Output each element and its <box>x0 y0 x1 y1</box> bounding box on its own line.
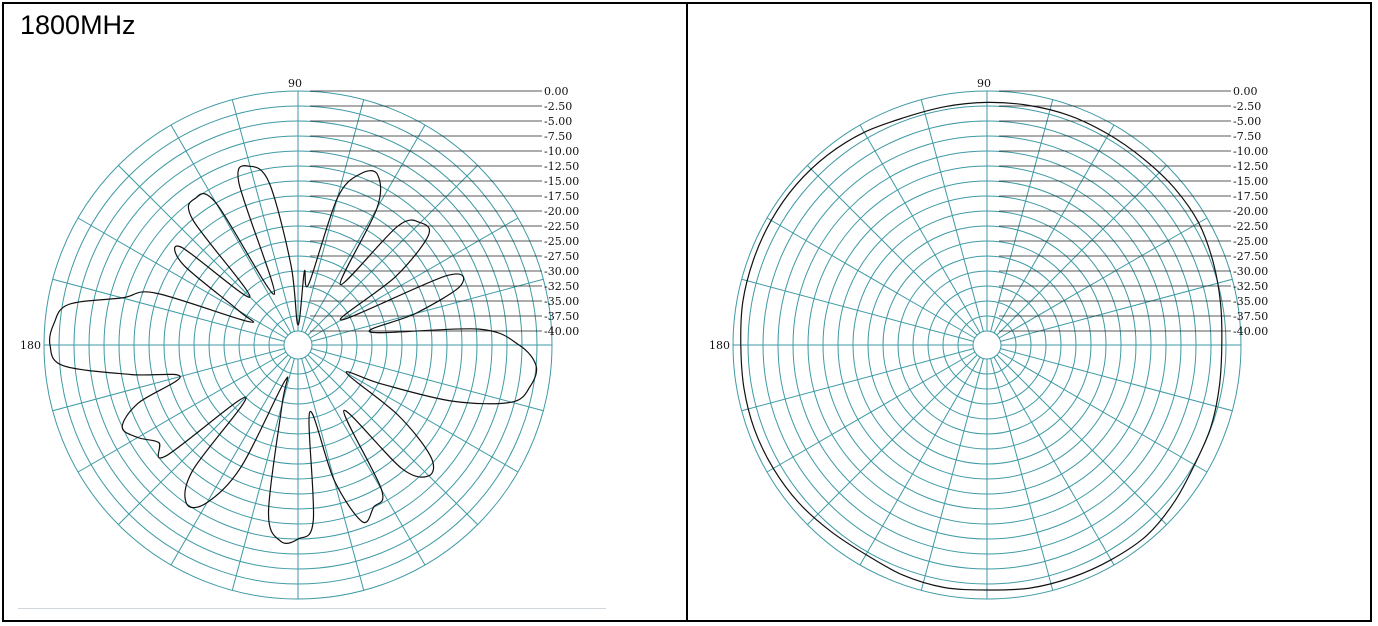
grid-spoke <box>807 354 978 525</box>
grid-spoke <box>231 99 295 332</box>
grid-spoke <box>118 165 289 336</box>
scale-tick-label: -20.00 <box>544 205 579 218</box>
grid-spoke <box>52 348 285 412</box>
scale-tick-label: -15.00 <box>544 175 579 188</box>
left-cell: 0.00 -2.50 -5.00 -7.50 -10.00 -12.50 -15.00 -17… <box>4 4 686 620</box>
scale-tick-label: -35.00 <box>1233 295 1268 308</box>
grid-spoke <box>920 99 984 332</box>
cell-divider <box>686 2 688 622</box>
scale-tick-label: -12.50 <box>1233 160 1268 173</box>
scale-tick-label: 0.00 <box>544 85 569 98</box>
cell-baseline <box>18 608 606 609</box>
grid-spoke <box>766 217 976 339</box>
grid-spoke <box>990 358 1054 591</box>
right-cell: 0.00 -2.50 -5.00 -7.50 -10.00 -12.50 -15.00 -17… <box>690 4 1370 620</box>
scale-tick-label: -35.00 <box>544 295 579 308</box>
grid-spoke <box>766 351 976 473</box>
scale-tick-label: -37.50 <box>544 310 579 323</box>
scale-tick-label: -2.50 <box>544 100 572 113</box>
grid-spoke <box>170 124 292 334</box>
polar-chart-left: 0.00 -2.50 -5.00 -7.50 -10.00 -12.50 -15.00 -17… <box>20 77 579 600</box>
scale-tick-label: -30.00 <box>1233 265 1268 278</box>
grid-spoke <box>77 217 287 339</box>
scale-tick-label: -17.50 <box>544 190 579 203</box>
grid-spoke <box>307 165 478 336</box>
grid-spoke <box>993 356 1115 566</box>
angle-label-90: 90 <box>288 77 302 90</box>
scale-tick-label: -20.00 <box>1233 205 1268 218</box>
radiation-pattern-curve <box>740 101 1223 591</box>
polar-chart-right: 0.00 -2.50 -5.00 -7.50 -10.00 -12.50 -15.00 -17… <box>709 77 1268 600</box>
grid-spoke <box>118 354 289 525</box>
scale-tick-label: -15.00 <box>1233 175 1268 188</box>
angle-label-180: 180 <box>709 339 730 352</box>
grid-spoke <box>1000 348 1233 412</box>
grid-spoke <box>309 217 519 339</box>
grid-spoke <box>990 99 1054 332</box>
scale-tick-label: -27.50 <box>544 250 579 263</box>
scale-tick-label: -10.00 <box>544 145 579 158</box>
grid-spoke <box>996 165 1167 336</box>
grid-spoke <box>993 124 1115 334</box>
radiation-pattern-curve <box>48 165 538 545</box>
grid-spoke <box>170 356 292 566</box>
grid-spoke <box>741 278 974 342</box>
scale-tick-label: -5.00 <box>544 115 572 128</box>
grid-spoke <box>307 354 478 525</box>
scale-tick-label: -27.50 <box>1233 250 1268 263</box>
grid-spoke <box>998 217 1208 339</box>
grid-spoke <box>996 354 1167 525</box>
grid-spoke <box>231 358 295 591</box>
grid-spoke <box>301 99 365 332</box>
angle-label-180: 180 <box>20 339 41 352</box>
grid-spoke <box>741 348 974 412</box>
scale-tick-label: -30.00 <box>544 265 579 278</box>
scale-tick-label: -10.00 <box>1233 145 1268 158</box>
grid-spoke <box>859 356 981 566</box>
scale-tick-label: -2.50 <box>1233 100 1261 113</box>
scale-tick-label: -22.50 <box>1233 220 1268 233</box>
scale-tick-label: -40.00 <box>544 325 579 338</box>
scale-tick-label: -32.50 <box>544 280 579 293</box>
grid-spoke <box>859 124 981 334</box>
grid-spoke <box>998 351 1208 473</box>
grid-spoke <box>304 124 426 334</box>
frequency-title: 1800MHz <box>20 10 136 40</box>
grid-spoke <box>920 358 984 591</box>
grid-spoke <box>311 348 544 412</box>
scale-tick-label: -7.50 <box>1233 130 1261 143</box>
grid-spoke <box>304 356 426 566</box>
grid-spoke <box>807 165 978 336</box>
scale-tick-label: -22.50 <box>544 220 579 233</box>
scale-tick-label: -32.50 <box>1233 280 1268 293</box>
scale-tick-label: -5.00 <box>1233 115 1261 128</box>
scale-tick-label: -25.00 <box>1233 235 1268 248</box>
scale-tick-label: -37.50 <box>1233 310 1268 323</box>
scale-tick-label: 0.00 <box>1233 85 1258 98</box>
grid-spoke <box>309 351 519 473</box>
grid-spoke <box>77 351 287 473</box>
grid-spoke <box>52 278 285 342</box>
scale-tick-label: -17.50 <box>1233 190 1268 203</box>
scale-tick-label: -7.50 <box>544 130 572 143</box>
angle-label-90: 90 <box>977 77 991 90</box>
scale-tick-label: -12.50 <box>544 160 579 173</box>
grid-spoke <box>301 358 365 591</box>
grid-ring <box>972 330 1002 360</box>
scale-tick-label: -25.00 <box>544 235 579 248</box>
scale-tick-label: -40.00 <box>1233 325 1268 338</box>
grid-ring <box>283 330 313 360</box>
